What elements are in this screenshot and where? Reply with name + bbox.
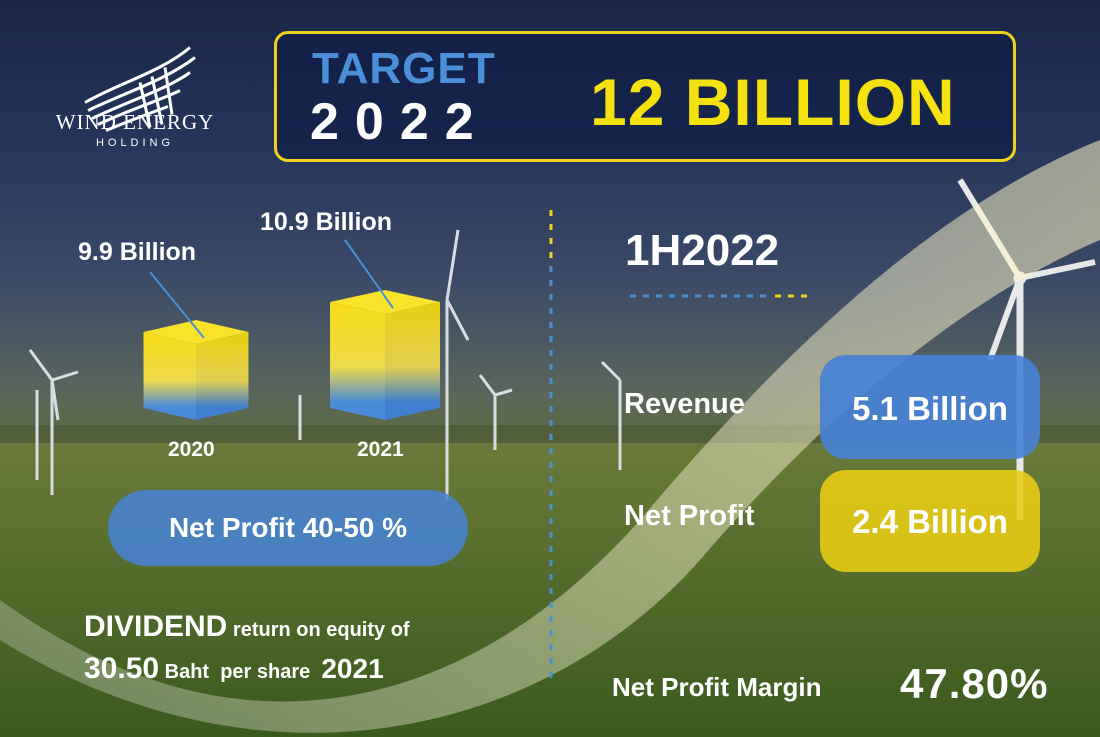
net-profit-margin-label: Net Profit Margin (612, 672, 822, 702)
net-profit-label: Net Profit (624, 500, 755, 532)
dividend-year: 2021 (321, 653, 384, 684)
target-amount: 12 BILLION (590, 65, 956, 139)
bar-value-label: 10.9 Billion (260, 208, 392, 236)
net-profit-range-text: Net Profit 40-50 % (168, 512, 408, 543)
swoosh-band (0, 140, 1100, 733)
dividend-line-1: DIVIDEND return on equity of (84, 610, 410, 644)
wind-turbine-icon (28, 229, 622, 500)
dividend-line-2: 30.50 Baht per share 2021 (84, 652, 384, 686)
bar-category-label: 2020 (168, 438, 215, 461)
dividend-text: return on equity of (227, 619, 410, 641)
brand-subtitle: HOLDING (95, 137, 175, 149)
bar-value-label: 9.9 Billion (78, 238, 197, 266)
net-profit-range-pill (108, 490, 468, 566)
brand-name: WIND ENERGY (55, 110, 215, 134)
revenue-pill: 5.1 Billion (820, 355, 1040, 459)
target-box (274, 31, 1016, 162)
net-profit-pill: 2.4 Billion (820, 470, 1040, 572)
dividend-word: DIVIDEND (84, 610, 228, 643)
bar-2020-front (143, 332, 196, 420)
bar-2020-top (143, 320, 249, 344)
bar-2020-leader-line (149, 271, 205, 339)
dividend-amount: 30.50 (84, 652, 160, 685)
net-profit-value: 2.4 Billion (852, 503, 1008, 540)
bar-category-label: 2021 (357, 438, 404, 461)
bar-2021-front (330, 302, 385, 420)
bar-2021-leader-line (344, 239, 394, 309)
half-year-title: 1H2022 (625, 226, 780, 275)
revenue-value: 5.1 Billion (852, 390, 1008, 427)
dividend-unit: Baht per share (159, 661, 322, 683)
bar-chart (143, 239, 440, 420)
revenue-label: Revenue (624, 388, 745, 420)
net-profit-margin-value: 47.80% (900, 660, 1049, 707)
wind-wing-logo-icon (84, 46, 196, 132)
bar-2021-top (330, 290, 440, 314)
bar-2020-side (196, 332, 249, 420)
target-year: 2022 (310, 93, 490, 151)
target-label: TARGET (312, 44, 496, 93)
bar-2021-side (385, 302, 440, 420)
